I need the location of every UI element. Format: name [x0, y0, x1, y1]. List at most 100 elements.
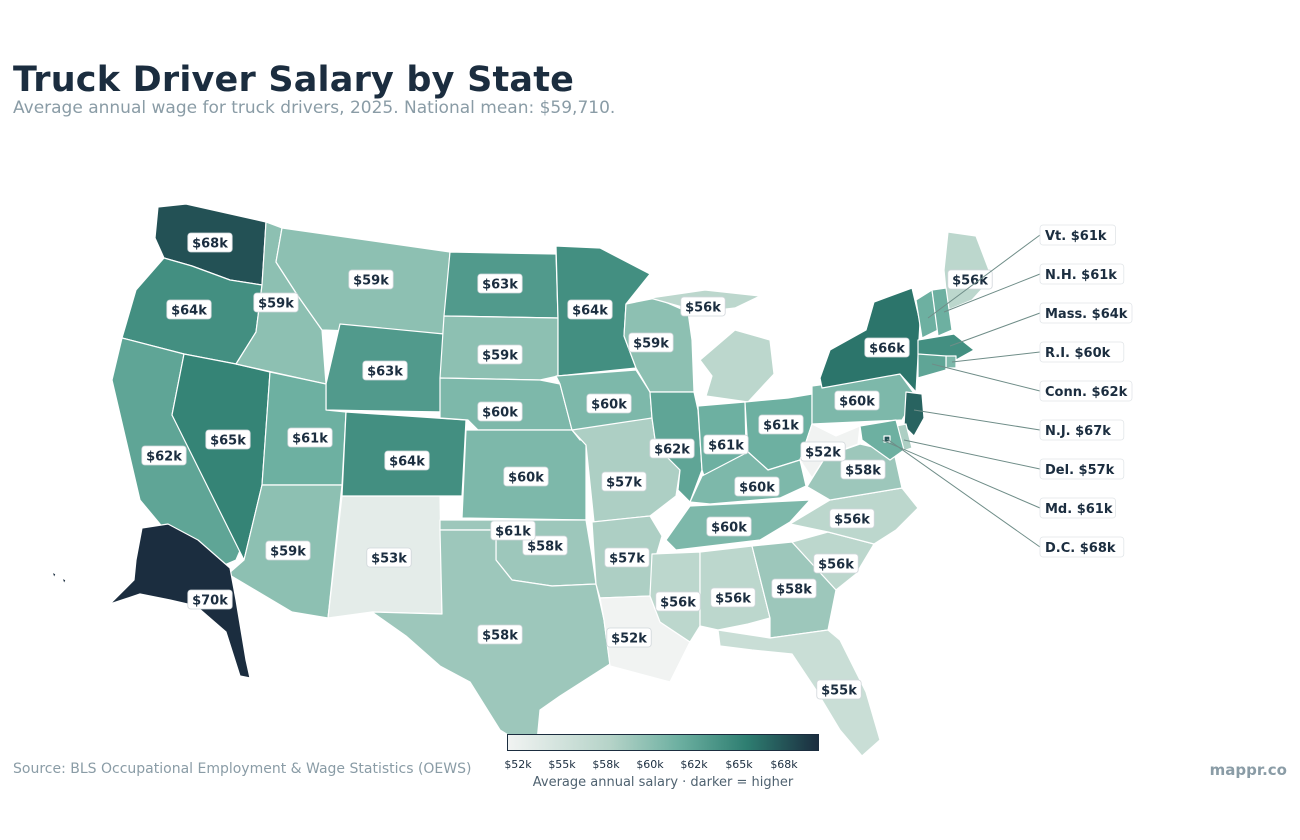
svg-text:$52k: $52k	[611, 632, 647, 647]
svg-text:$59k: $59k	[482, 349, 518, 364]
state-label-mo: $57k	[601, 471, 647, 492]
state-label-il: $62k	[649, 438, 695, 459]
state-label-id: $59k	[253, 292, 299, 313]
svg-text:$62k: $62k	[146, 450, 182, 465]
svg-text:$60k: $60k	[508, 471, 544, 486]
callout-de: Del. $57k	[903, 439, 1125, 480]
state-label-ok-panhandle: $61k	[490, 520, 536, 541]
callout-md: Md. $61k	[881, 439, 1116, 519]
state-label-al: $56k	[710, 587, 756, 608]
svg-text:$60k: $60k	[739, 481, 775, 496]
svg-text:$60k: $60k	[711, 521, 747, 536]
state-label-wy: $63k	[362, 360, 408, 381]
legend-ticks: $52k $55k $58k $60k $62k $65k $68k	[504, 758, 819, 772]
svg-text:$55k: $55k	[821, 684, 857, 699]
state-nj	[903, 391, 925, 437]
svg-text:$68k: $68k	[192, 237, 228, 252]
svg-text:$64k: $64k	[572, 304, 608, 319]
state-label-va: $58k	[840, 459, 886, 480]
callout-vt: Vt. $61k	[927, 224, 1116, 319]
state-label-ks: $60k	[503, 466, 549, 487]
svg-text:$56k: $56k	[660, 596, 696, 611]
state-label-or: $64k	[166, 299, 212, 320]
svg-text:$64k: $64k	[389, 455, 425, 470]
state-ak	[109, 523, 251, 679]
state-label-fl: $55k	[816, 679, 862, 700]
svg-text:N.J. $67k: N.J. $67k	[1045, 424, 1111, 439]
legend-tick: $62k	[680, 758, 708, 771]
svg-text:$58k: $58k	[527, 540, 563, 555]
svg-text:$60k: $60k	[839, 395, 875, 410]
callout-ct: Conn. $62k	[931, 363, 1133, 402]
legend-tick: $58k	[592, 758, 620, 771]
state-label-nc: $56k	[829, 508, 875, 529]
svg-text:$56k: $56k	[952, 274, 988, 289]
state-label-nd: $63k	[477, 273, 523, 294]
svg-text:$59k: $59k	[633, 337, 669, 352]
callout-nh: N.H. $61k	[943, 263, 1125, 313]
svg-text:Vt. $61k: Vt. $61k	[1045, 229, 1107, 244]
legend-color-bar	[507, 734, 819, 751]
state-label-ak: $70k	[187, 589, 233, 610]
state-label-mt: $59k	[348, 269, 394, 290]
state-label-nm: $53k	[366, 547, 412, 568]
state-label-wa: $68k	[187, 232, 233, 253]
state-label-ny: $66k	[864, 337, 910, 358]
legend-tick: $60k	[636, 758, 664, 771]
callout-dc: D.C. $68k	[886, 438, 1125, 558]
svg-text:D.C. $68k: D.C. $68k	[1045, 541, 1116, 556]
state-label-ca: $62k	[141, 445, 187, 466]
svg-text:$53k: $53k	[371, 552, 407, 567]
svg-text:$62k: $62k	[654, 443, 690, 458]
state-label-pa: $60k	[834, 390, 880, 411]
brand-logo-text: mappr.co	[1209, 761, 1287, 779]
legend-tick: $52k	[504, 758, 532, 771]
svg-text:$59k: $59k	[353, 274, 389, 289]
state-ct	[917, 353, 947, 379]
state-label-ms: $56k	[655, 591, 701, 612]
page-subtitle: Average annual wage for truck drivers, 2…	[13, 98, 616, 118]
svg-text:N.H. $61k: N.H. $61k	[1045, 268, 1117, 283]
state-label-co: $64k	[384, 450, 430, 471]
svg-text:$65k: $65k	[210, 434, 246, 449]
svg-text:Conn. $62k: Conn. $62k	[1045, 385, 1128, 400]
svg-text:$59k: $59k	[270, 545, 306, 560]
state-label-la: $52k	[606, 627, 652, 648]
svg-text:$70k: $70k	[192, 594, 228, 609]
state-label-ky: $60k	[734, 476, 780, 497]
state-label-ut: $61k	[287, 427, 333, 448]
svg-text:$61k: $61k	[763, 419, 799, 434]
svg-text:$61k: $61k	[708, 439, 744, 454]
state-fl	[717, 629, 881, 757]
svg-text:$57k: $57k	[606, 476, 642, 491]
svg-text:$63k: $63k	[367, 365, 403, 380]
svg-text:$56k: $56k	[685, 301, 721, 316]
state-label-ar: $57k	[604, 547, 650, 568]
state-label-ok: $58k	[522, 535, 568, 556]
callout-nj: N.J. $67k	[913, 409, 1125, 441]
legend-tick: $65k	[725, 758, 753, 771]
state-label-wv: $52k	[800, 441, 846, 462]
svg-text:$52k: $52k	[805, 446, 841, 461]
svg-text:$57k: $57k	[609, 552, 645, 567]
svg-text:$61k: $61k	[292, 432, 328, 447]
svg-text:$59k: $59k	[258, 297, 294, 312]
state-label-in: $61k	[703, 434, 749, 455]
state-label-me: $56k	[947, 269, 993, 290]
state-hi	[51, 571, 67, 585]
state-label-wi: $59k	[628, 332, 674, 353]
state-label-ia: $60k	[586, 393, 632, 414]
state-label-mi: $56k	[680, 296, 726, 317]
svg-text:$56k: $56k	[818, 558, 854, 573]
svg-text:$58k: $58k	[482, 629, 518, 644]
svg-text:$60k: $60k	[482, 406, 518, 421]
state-ma	[917, 333, 975, 361]
svg-text:$61k: $61k	[495, 525, 531, 540]
state-label-sc: $56k	[813, 553, 859, 574]
svg-text:R.I. $60k: R.I. $60k	[1045, 346, 1111, 361]
state-label-ga: $58k	[771, 578, 817, 599]
svg-text:$56k: $56k	[715, 592, 751, 607]
source-note: Source: BLS Occupational Employment & Wa…	[13, 761, 472, 777]
state-label-ne: $60k	[477, 401, 523, 422]
